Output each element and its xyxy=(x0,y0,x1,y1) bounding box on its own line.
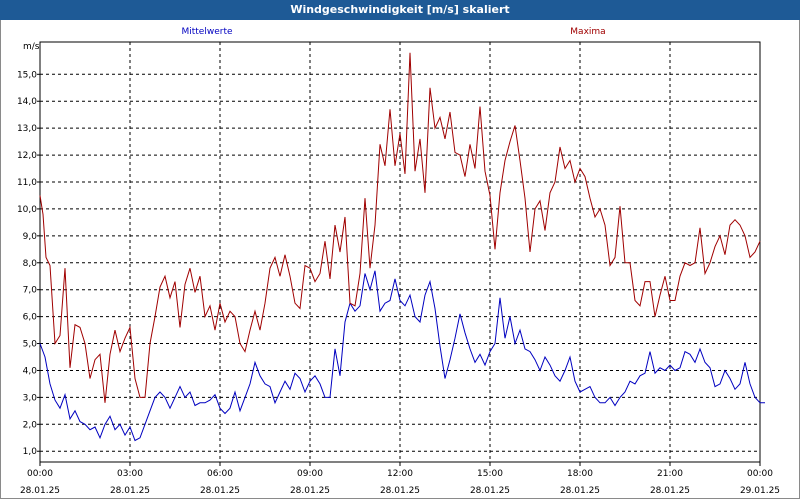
legend-mittelwerte: Mittelwerte xyxy=(181,27,232,37)
x-tick-time: 00:00 xyxy=(27,469,53,479)
legend-maxima: Maxima xyxy=(570,27,605,37)
y-axis: 1,0 2,0 3,0 4,0 5,0 6,0 7,0 8,0 9,0 10,0 11,0 12,0 1… xyxy=(17,70,40,457)
series-mittelwerte-line xyxy=(39,270,765,442)
y-axis-unit-label: m/s xyxy=(23,42,40,52)
x-tick-date: 28.01.25 xyxy=(650,486,690,496)
x-tick-date: 28.01.25 xyxy=(110,486,150,496)
x-tick-time: 03:00 xyxy=(117,469,143,479)
y-tick-label: 2,0 xyxy=(23,420,38,430)
series-maxima-line xyxy=(39,52,761,403)
x-tick-time: 00:00 xyxy=(747,469,773,479)
x-tick-time: 15:00 xyxy=(477,469,503,479)
y-tick-label: 6,0 xyxy=(23,313,38,323)
x-tick-time: 21:00 xyxy=(657,469,683,479)
y-tick-label: 13,0 xyxy=(17,124,37,134)
grid-lines xyxy=(40,42,760,462)
y-tick-label: 8,0 xyxy=(23,259,38,269)
x-tick-date: 28.01.25 xyxy=(290,486,330,496)
data-series xyxy=(39,52,765,442)
x-tick-time: 18:00 xyxy=(567,469,593,479)
x-tick-date: 29.01.25 xyxy=(740,486,780,496)
y-tick-label: 11,0 xyxy=(17,178,37,188)
y-tick-label: 5,0 xyxy=(23,340,38,350)
x-tick-date: 28.01.25 xyxy=(200,486,240,496)
y-tick-label: 9,0 xyxy=(23,232,38,242)
x-tick-time: 09:00 xyxy=(297,469,323,479)
x-tick-date: 28.01.25 xyxy=(560,486,600,496)
y-tick-label: 15,0 xyxy=(17,70,37,80)
y-tick-label: 7,0 xyxy=(23,286,38,296)
y-tick-label: 12,0 xyxy=(17,151,37,161)
y-tick-label: 10,0 xyxy=(17,205,37,215)
x-tick-date: 28.01.25 xyxy=(380,486,420,496)
x-tick-time: 12:00 xyxy=(387,469,413,479)
x-tick-date: 28.01.25 xyxy=(470,486,510,496)
y-tick-label: 4,0 xyxy=(23,366,38,376)
window-title: Windgeschwindigkeit [m/s] skaliert xyxy=(0,0,800,20)
y-tick-label: 3,0 xyxy=(23,393,38,403)
y-tick-label: 14,0 xyxy=(17,97,37,107)
x-tick-time: 06:00 xyxy=(207,469,233,479)
x-axis: 00:00 28.01.25 03:00 28.01.25 06:00 28.01.25 0… xyxy=(20,462,780,496)
y-tick-label: 1,0 xyxy=(23,447,38,457)
x-tick-date: 28.01.25 xyxy=(20,486,60,496)
